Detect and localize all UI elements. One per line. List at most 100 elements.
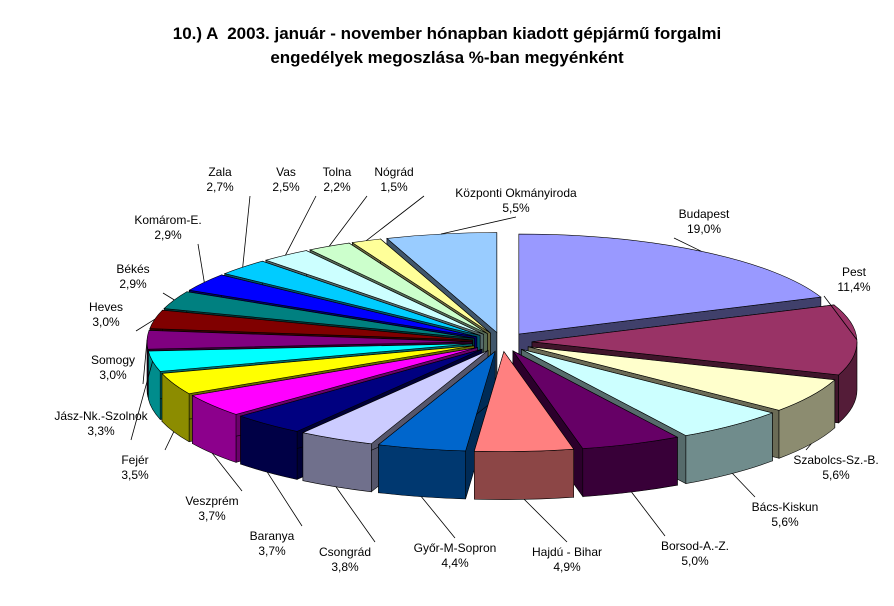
leader-line-11 <box>130 361 153 441</box>
leader-line-20 <box>440 216 517 235</box>
leader-lines <box>130 195 858 543</box>
leader-line-7 <box>335 486 376 543</box>
slice-15-top <box>188 274 477 338</box>
slice-label-19: Nógrád 1,5% <box>374 165 413 194</box>
slice-label-name-0: Budapest <box>679 207 730 221</box>
slice-label-7: Csongrád 3,8% <box>319 545 371 574</box>
slice-label-name-20: Központi Okmányiroda <box>455 186 577 200</box>
slice-label-value-11: 3,3% <box>87 424 115 438</box>
slice-label-name-17: Vas <box>276 165 296 179</box>
leader-line-13 <box>135 318 155 332</box>
slice-label-20: Központi Okmányiroda 5,5% <box>455 186 577 215</box>
slice-label-2: Szabolcs-Sz.-B. 5,6% <box>793 453 878 482</box>
slice-label-3: Bács-Kiskun 5,6% <box>752 500 819 529</box>
slice-label-value-10: 3,5% <box>121 468 149 482</box>
slice-label-name-15: Komárom-E. <box>134 213 201 227</box>
slice-label-value-1: 11,4% <box>837 280 870 294</box>
slice-label-value-3: 5,6% <box>771 515 799 529</box>
slice-label-17: Vas 2,5% <box>272 165 300 194</box>
slice-label-value-5: 4,9% <box>553 560 581 574</box>
pie-slices <box>146 232 858 500</box>
slice-label-name-8: Baranya <box>250 529 295 543</box>
slice-13-top <box>149 309 473 341</box>
leader-line-12 <box>142 339 148 385</box>
slice-5 <box>473 350 575 500</box>
slice-2-top <box>528 346 836 411</box>
leader-line-18 <box>328 195 368 247</box>
slice-5-top <box>473 350 575 452</box>
slice-label-value-15: 2,9% <box>154 228 182 242</box>
slice-label-name-10: Fejér <box>121 453 148 467</box>
leader-line-5 <box>524 499 568 543</box>
slice-label-10: Fejér 3,5% <box>121 453 149 482</box>
slice-label-value-6: 4,4% <box>441 556 469 570</box>
slice-label-name-5: Hajdú - Bihar <box>532 545 602 559</box>
slice-label-name-6: Győr-M-Sopron <box>414 541 497 555</box>
leader-line-2 <box>805 443 812 451</box>
slice-label-value-4: 5,0% <box>681 554 709 568</box>
leader-line-14 <box>162 292 175 301</box>
slice-label-name-19: Nógrád <box>374 165 413 179</box>
leader-line-0 <box>673 237 702 252</box>
slice-6-wall-0 <box>378 444 466 500</box>
leader-line-4 <box>631 491 666 537</box>
slice-label-12: Somogy 3,0% <box>91 353 135 382</box>
slice-label-0: Budapest 19,0% <box>679 207 730 236</box>
slice-label-5: Hajdú - Bihar 4,9% <box>532 545 602 574</box>
slice-label-8: Baranya 3,7% <box>250 529 295 558</box>
slice-label-value-13: 3,0% <box>92 315 120 329</box>
slice-label-value-18: 2,2% <box>323 180 351 194</box>
chart-title-line-1: 10.) A 2003. január - november hónapban … <box>172 24 722 43</box>
slice-label-value-16: 2,7% <box>206 180 234 194</box>
leader-line-3 <box>732 473 756 498</box>
slice-label-name-13: Heves <box>89 300 123 314</box>
slice-8-top <box>239 348 483 432</box>
leader-line-6 <box>421 496 456 539</box>
slice-12-top <box>146 330 473 350</box>
slice-label-6: Győr-M-Sopron 4,4% <box>414 541 497 570</box>
slice-label-15: Komárom-E. 2,9% <box>134 213 201 242</box>
slice-label-name-4: Borsod-A.-Z. <box>661 539 729 553</box>
leader-line-9 <box>212 453 243 492</box>
slice-label-name-14: Békés <box>116 262 149 276</box>
slice-label-16: Zala 2,7% <box>206 165 234 194</box>
leader-line-15 <box>197 243 205 283</box>
slice-label-value-9: 3,7% <box>198 509 226 523</box>
slice-17-top <box>264 250 484 335</box>
slice-label-value-14: 2,9% <box>119 277 147 291</box>
slice-label-name-12: Somogy <box>91 353 135 367</box>
slice-10-top <box>161 345 475 395</box>
slice-label-name-1: Pest <box>842 265 867 279</box>
slice-12-wall-0 <box>146 341 149 398</box>
chart-title: 10.) A 2003. január - november hónapban … <box>0 22 894 70</box>
slice-4-top <box>512 350 679 449</box>
leader-line-8 <box>267 472 303 527</box>
slice-label-value-12: 3,0% <box>99 368 127 382</box>
slice-label-name-7: Csongrád <box>319 545 371 559</box>
slice-6 <box>377 350 496 500</box>
slice-label-1: Pest 11,4% <box>837 265 870 294</box>
leader-line-16 <box>242 195 251 268</box>
slice-label-14: Békés 2,9% <box>116 262 149 291</box>
slice-label-name-9: Veszprém <box>185 494 238 508</box>
slice-label-value-20: 5,5% <box>502 201 530 215</box>
slice-label-value-0: 19,0% <box>687 222 721 236</box>
slice-label-18: Tolna 2,2% <box>323 165 352 194</box>
slice-3-top <box>521 349 774 436</box>
slice-label-13: Heves 3,0% <box>89 300 123 329</box>
slice-label-11: Jász-Nk.-Szolnok 3,3% <box>54 409 148 438</box>
slice-label-name-2: Szabolcs-Sz.-B. <box>793 453 878 467</box>
slice-7-top <box>301 350 489 445</box>
leader-line-19 <box>366 195 425 242</box>
slice-5-wall-0 <box>474 448 574 500</box>
slice-labels: Budapest 19,0%Pest 11,4%Szabolcs-Sz.-B. 5,6… <box>54 165 878 574</box>
slice-label-name-18: Tolna <box>323 165 352 179</box>
leader-line-17 <box>285 195 317 256</box>
chart-title-line-2: engedélyek megoszlása %-ban megyénként <box>270 48 624 67</box>
slice-label-value-2: 5,6% <box>822 468 850 482</box>
slice-label-name-3: Bács-Kiskun <box>752 500 819 514</box>
slice-label-name-11: Jász-Nk.-Szolnok <box>54 409 148 423</box>
slice-label-4: Borsod-A.-Z. 5,0% <box>661 539 729 568</box>
slice-14-top <box>163 291 475 339</box>
